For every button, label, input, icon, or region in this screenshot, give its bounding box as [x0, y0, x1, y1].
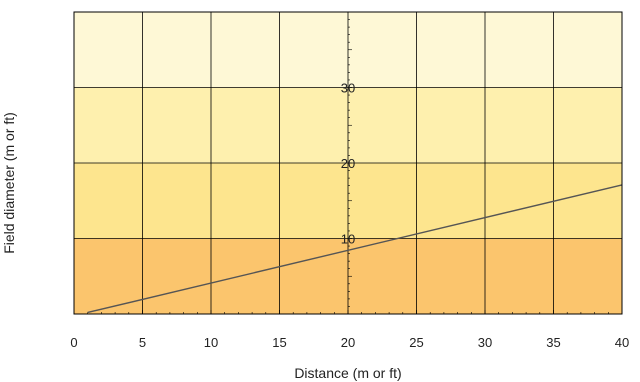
series-line-0 [87, 184, 623, 314]
center-axis [87, 19, 609, 314]
x-tick-label: 20 [341, 335, 355, 350]
x-tick-label: 5 [139, 335, 146, 350]
x-tick-label: 40 [615, 335, 629, 350]
y-tick-label: 10 [341, 232, 355, 247]
x-tick-label: 10 [204, 335, 218, 350]
y-tick-labels: 10 20 30 [341, 81, 355, 247]
x-tick-label: 15 [272, 335, 286, 350]
x-tick-label: 35 [546, 335, 560, 350]
plot-frame [73, 11, 623, 315]
x-axis-title: Distance (m or ft) [294, 365, 401, 381]
x-tick-label: 25 [409, 335, 423, 350]
x-tick-label: 0 [70, 335, 77, 350]
x-tick-labels: 0 5 10 15 20 25 30 35 40 [70, 335, 629, 350]
y-axis-title: Field diameter (m or ft) [1, 112, 17, 254]
x-tick-label: 30 [478, 335, 492, 350]
series-lines [87, 184, 623, 314]
y-tick-label: 30 [341, 81, 355, 96]
y-tick-label: 20 [341, 156, 355, 171]
